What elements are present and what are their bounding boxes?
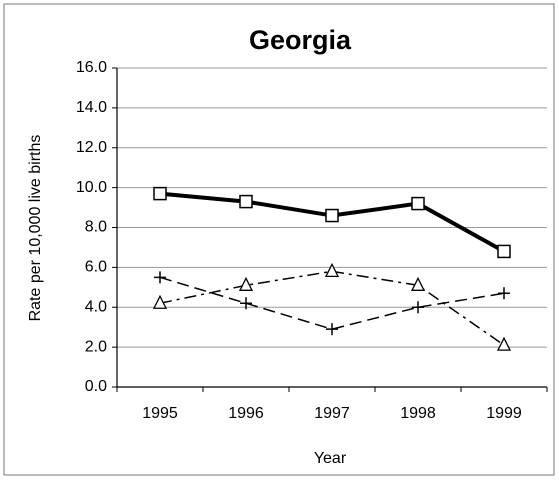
marker bbox=[496, 336, 512, 351]
x-axis-label: Year bbox=[314, 450, 347, 467]
x-tick-label: 1998 bbox=[400, 405, 436, 422]
marker bbox=[240, 297, 252, 310]
marker bbox=[153, 186, 167, 201]
marker bbox=[412, 301, 424, 314]
marker bbox=[410, 276, 426, 291]
y-tick-label: 16.0 bbox=[76, 59, 107, 76]
y-axis-label: Rate per 10,000 live births bbox=[27, 135, 44, 322]
x-tick-label: 1995 bbox=[142, 405, 178, 422]
chart-border bbox=[3, 3, 555, 476]
series-line bbox=[159, 276, 505, 330]
y-tick-label: 14.0 bbox=[76, 99, 107, 116]
marker bbox=[498, 287, 510, 300]
marker bbox=[497, 244, 511, 259]
x-tick-label: 1996 bbox=[228, 405, 264, 422]
y-tick-label: 10.0 bbox=[76, 179, 107, 196]
marker bbox=[325, 208, 339, 223]
y-tick-label: 8.0 bbox=[85, 219, 107, 236]
y-tick-label: 12.0 bbox=[76, 139, 107, 156]
y-tick-label: 4.0 bbox=[85, 298, 107, 315]
marker bbox=[238, 276, 254, 291]
y-tick-label: 6.0 bbox=[85, 259, 107, 276]
x-tick-label: 1999 bbox=[486, 405, 522, 422]
marker bbox=[326, 323, 338, 336]
series-line bbox=[159, 191, 505, 254]
series-line bbox=[159, 270, 505, 346]
marker bbox=[411, 196, 425, 211]
y-tick-label: 2.0 bbox=[85, 338, 107, 355]
marker bbox=[154, 271, 166, 284]
x-tick-label: 1997 bbox=[314, 405, 350, 422]
y-tick-label: 0.0 bbox=[85, 378, 107, 395]
chart-title: Georgia bbox=[249, 25, 352, 55]
marker bbox=[239, 194, 253, 209]
marker bbox=[324, 262, 340, 278]
marker bbox=[152, 294, 168, 309]
